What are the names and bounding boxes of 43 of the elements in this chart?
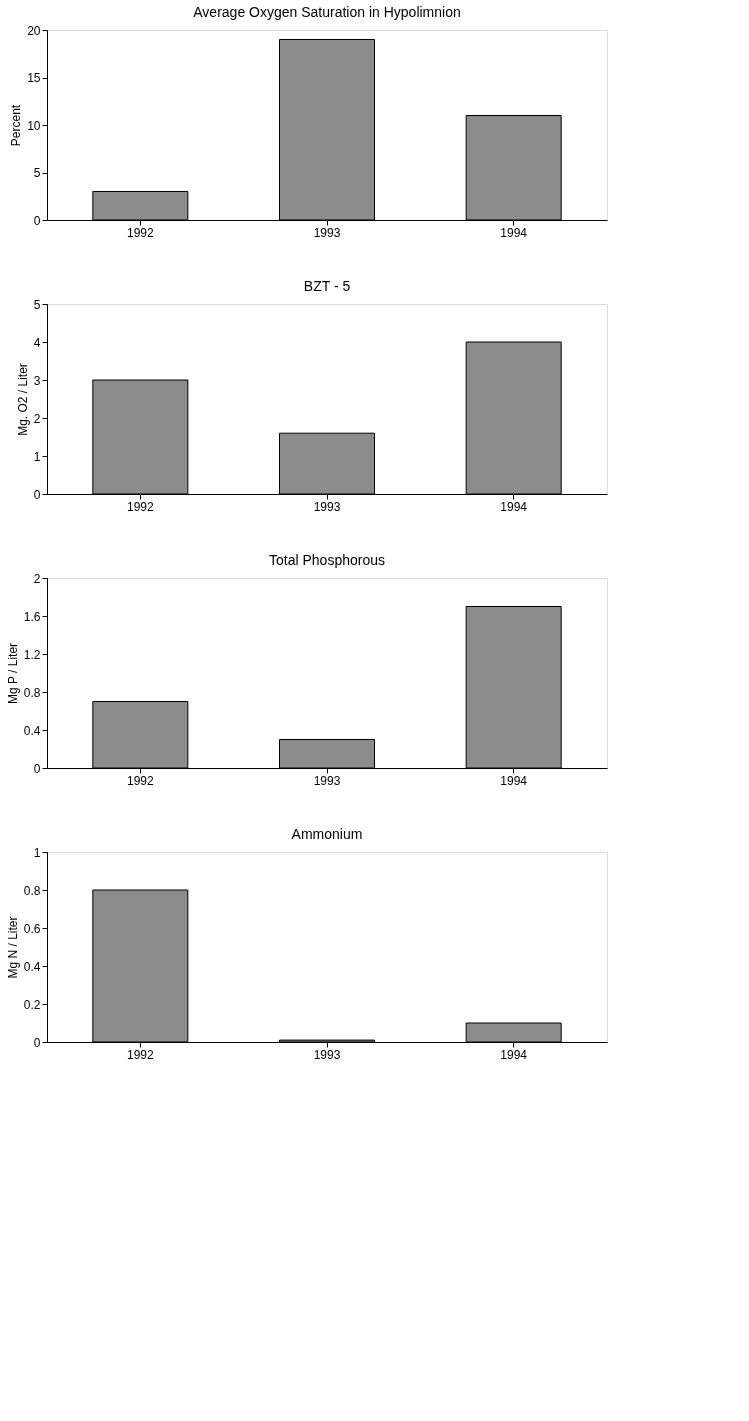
x-tick-label: 1994 xyxy=(500,499,528,514)
x-tick-label: 1992 xyxy=(126,773,154,788)
y-axis-title: Mg N / Liter xyxy=(5,916,20,979)
y-tick-label: 0 xyxy=(33,761,41,776)
y-tick-label: 5 xyxy=(33,166,41,180)
chart-title: Average Oxygen Saturation in Hypolimnion xyxy=(193,4,461,20)
y-axis-title: Mg P / Liter xyxy=(5,642,20,705)
y-tick-label: 0.4 xyxy=(23,959,41,974)
y-tick-label: 15 xyxy=(27,71,41,85)
y-tick-label: 0.2 xyxy=(23,997,41,1012)
y-tick-label: 0.8 xyxy=(23,883,41,898)
y-tick-label: 2 xyxy=(33,571,41,586)
x-tick-label: 1993 xyxy=(313,499,341,514)
x-tick-label: 1994 xyxy=(500,773,528,788)
x-tick-label: 1994 xyxy=(500,1047,528,1062)
y-tick-label: 0.8 xyxy=(23,685,41,700)
x-tick-label: 1994 xyxy=(500,225,528,240)
y-tick-label: 1 xyxy=(33,845,41,860)
y-tick-label: 20 xyxy=(27,23,41,38)
y-tick-label: 3 xyxy=(33,373,41,388)
y-tick-label: 0 xyxy=(33,213,41,228)
y-tick-label: 1 xyxy=(33,449,41,464)
y-tick-label: 0.6 xyxy=(23,921,41,936)
y-tick-label: 5 xyxy=(33,297,41,312)
chart-title: Total Phosphorous xyxy=(269,552,385,568)
x-tick-label: 1993 xyxy=(313,1047,341,1062)
y-tick-label: 2 xyxy=(33,411,41,426)
y-tick-label: 0 xyxy=(33,487,41,502)
chart-title: BZT - 5 xyxy=(303,278,351,294)
y-tick-label: 1.6 xyxy=(23,609,41,624)
y-tick-label: 10 xyxy=(27,118,41,133)
x-tick-label: 1992 xyxy=(126,225,154,240)
chart-title: Ammonium xyxy=(291,826,363,842)
y-tick-label: 4 xyxy=(33,335,41,350)
y-axis-title: Percent xyxy=(9,104,24,147)
y-tick-label: 0.4 xyxy=(23,723,41,738)
x-tick-label: 1993 xyxy=(313,225,341,240)
x-tick-label: 1993 xyxy=(313,773,341,788)
y-axis-title: Mg. O2 / Liter xyxy=(15,363,30,436)
x-tick-label: 1992 xyxy=(126,499,154,514)
y-tick-label: 0 xyxy=(33,1035,41,1050)
x-tick-label: 1992 xyxy=(126,1047,154,1062)
y-tick-label: 1.2 xyxy=(23,647,41,662)
